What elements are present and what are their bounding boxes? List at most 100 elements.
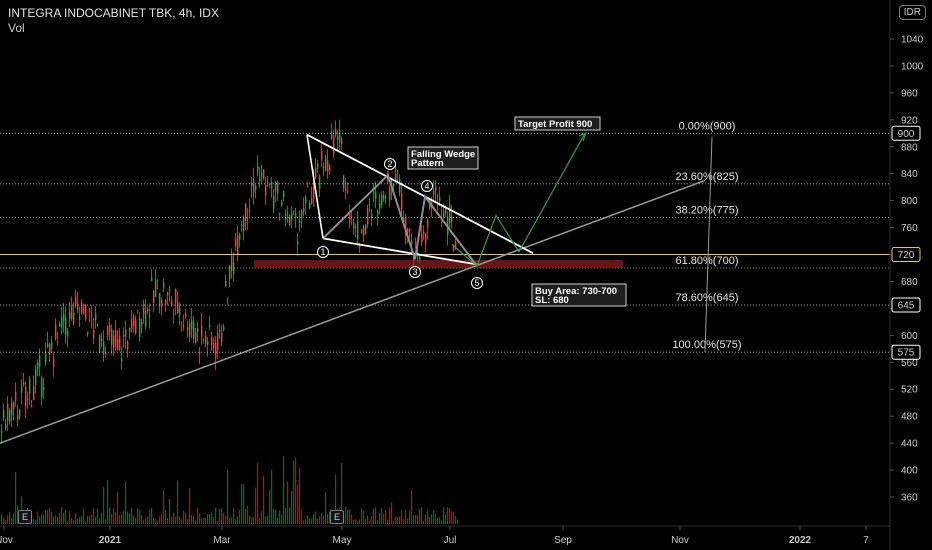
candle-body <box>305 196 307 204</box>
volume-bar <box>353 519 355 524</box>
volume-bar <box>117 492 119 524</box>
price-tag <box>891 297 921 313</box>
volume-bar <box>71 517 73 524</box>
currency-badge[interactable]: IDR <box>898 5 926 20</box>
volume-bar <box>183 510 185 524</box>
candle-body <box>273 195 275 210</box>
volume-bar <box>85 520 87 524</box>
volume-bar <box>133 515 135 524</box>
volume-bar <box>155 519 157 524</box>
candle-body <box>185 312 187 317</box>
candle-body <box>307 185 309 187</box>
volume-bar <box>427 510 429 524</box>
volume-bar <box>33 519 35 524</box>
candle-body <box>163 282 165 288</box>
candle-body <box>277 182 279 194</box>
volume-bar <box>365 519 367 524</box>
candle-body <box>13 401 15 410</box>
volume-bar <box>179 516 181 524</box>
candle-body <box>127 341 129 350</box>
volume-bar <box>347 509 349 524</box>
candle-body <box>43 387 45 391</box>
wave-label-text: 3 <box>412 267 417 277</box>
volume-bar <box>421 507 423 524</box>
candle-body <box>331 134 333 139</box>
volume-bar <box>5 519 7 524</box>
candle-body <box>101 338 103 341</box>
wedge-upper-line <box>306 133 534 254</box>
volume-bar <box>307 515 309 524</box>
y-tick-label: 1040 <box>901 35 924 46</box>
volume-bar <box>137 508 139 524</box>
candle-body <box>255 185 257 190</box>
volume-bar <box>355 519 357 524</box>
volume-bar <box>43 514 45 524</box>
price-axis[interactable]: 1040100096092088084080076072068064060056… <box>889 0 924 550</box>
candle-body <box>9 409 11 422</box>
candle-body <box>243 218 245 231</box>
volume-bar <box>231 517 233 524</box>
volume-bar <box>225 515 227 524</box>
candle-body <box>269 183 271 185</box>
candle-body <box>293 210 295 212</box>
volume-bar <box>57 516 59 524</box>
candle-body <box>83 307 85 314</box>
volume-bar <box>385 510 387 524</box>
volume-bar <box>187 519 189 524</box>
candle-body <box>75 296 77 304</box>
candle-body <box>165 300 167 304</box>
volume-bar <box>397 516 399 524</box>
volume-bar <box>237 516 239 524</box>
volume-bar <box>213 516 215 524</box>
volume-bar <box>267 515 269 524</box>
volume-bar <box>103 487 105 524</box>
candle-body <box>383 195 385 200</box>
volume-bar <box>235 518 237 524</box>
candle-body <box>39 355 41 367</box>
earnings-icon[interactable]: E <box>330 510 344 524</box>
candle-body <box>55 324 57 339</box>
candle-body <box>175 288 177 304</box>
candle-body <box>341 138 343 144</box>
candle-body <box>139 318 141 338</box>
y-tick-label: 400 <box>901 466 918 477</box>
candle-body <box>3 409 5 419</box>
volume-bar <box>429 516 431 524</box>
x-tick-label: Jul <box>444 535 457 546</box>
candle-body <box>1 430 3 434</box>
volume-bar <box>269 489 271 524</box>
candle-body <box>347 190 349 192</box>
candle-body <box>321 151 323 160</box>
volume-bar <box>131 507 133 524</box>
volume-bar <box>41 514 43 524</box>
candle-body <box>425 233 427 245</box>
candle-body <box>207 341 209 345</box>
volume-bar <box>87 515 89 524</box>
volume-bar <box>145 517 147 524</box>
candle-body <box>201 325 203 337</box>
candle-body <box>267 185 269 187</box>
volume-bar <box>7 515 9 524</box>
volume-bar <box>407 518 409 524</box>
candle-body <box>145 310 147 328</box>
projection-path <box>451 133 586 267</box>
x-tick-label: 2021 <box>99 535 122 546</box>
candle-body <box>199 352 201 354</box>
candle-body <box>109 324 111 332</box>
volume-bar <box>359 519 361 524</box>
candle-body <box>367 208 369 225</box>
x-tick-label: Mar <box>213 535 231 546</box>
volume-bar <box>53 516 55 524</box>
volume-bar <box>219 509 221 524</box>
volume-bar <box>289 507 291 524</box>
wave-label-text: 1 <box>320 247 325 257</box>
earnings-icon[interactable]: E <box>18 510 32 524</box>
candle-body <box>129 328 131 332</box>
volume-bar <box>15 471 17 524</box>
volume-bar <box>93 507 95 524</box>
time-axis[interactable]: Nov 2021 Mar May Jul Sep Nov 2022 7 <box>0 525 890 546</box>
volume-indicator-label[interactable]: Vol <box>8 21 25 35</box>
volume-bar <box>275 510 277 524</box>
candle-body <box>393 183 395 187</box>
